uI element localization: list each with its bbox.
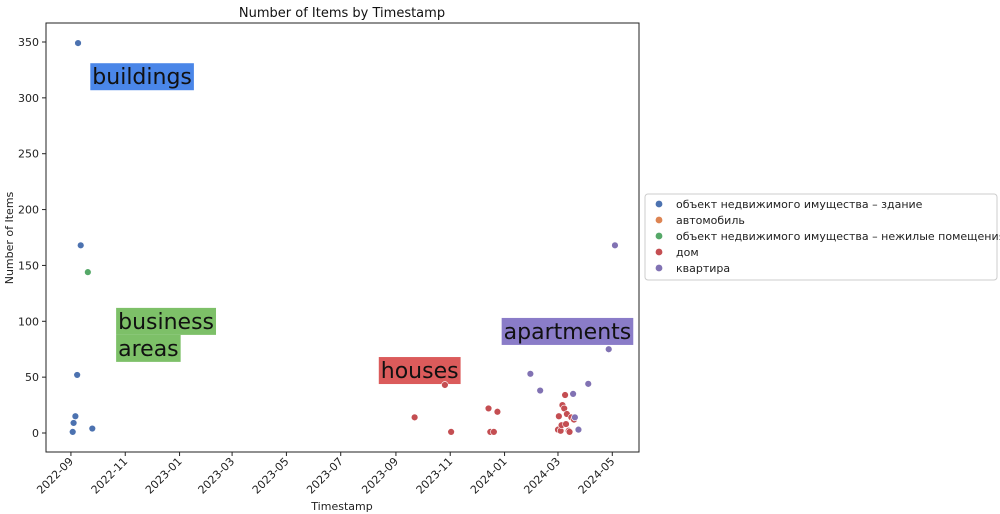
legend-label: автомобиль — [676, 214, 745, 227]
y-axis: 0 50 100 150 200 250 300 350 — [18, 36, 46, 440]
data-point — [562, 420, 570, 428]
legend-label: дом — [676, 246, 699, 259]
data-point — [441, 381, 449, 389]
data-point — [565, 428, 574, 436]
y-axis-title: Number of Items — [3, 191, 16, 284]
data-point — [493, 408, 502, 416]
annotation-box — [116, 307, 217, 335]
legend: объект недвижимого имущества – здание авт… — [644, 193, 1000, 281]
legend-marker — [655, 200, 663, 208]
x-tick-label: 2022-09 — [34, 455, 76, 497]
y-tick-label: 50 — [25, 371, 39, 384]
annotation-text: business — [118, 310, 214, 335]
y-tick-label: 300 — [18, 92, 39, 105]
annotation-box — [501, 317, 634, 345]
legend-label: квартира — [676, 262, 730, 275]
data-point — [555, 412, 563, 420]
legend-label: объект недвижимого имущества – здание — [676, 198, 923, 211]
annotation-label: apartments — [501, 317, 634, 345]
annotation-label: houses — [378, 357, 461, 385]
x-tick-label: 2023-07 — [304, 455, 346, 497]
y-tick-label: 100 — [18, 315, 39, 328]
y-tick-label: 350 — [18, 36, 39, 49]
x-tick-label: 2024-05 — [576, 455, 618, 497]
x-tick-label: 2024-01 — [468, 455, 510, 497]
annotation-text: areas — [118, 337, 179, 362]
data-point — [571, 413, 579, 422]
x-tick-label: 2023-05 — [250, 455, 292, 497]
data-point — [410, 413, 419, 422]
annotation-box — [116, 334, 181, 362]
legend-marker — [655, 232, 663, 240]
data-point — [561, 391, 569, 399]
plot-frame — [45, 22, 640, 453]
x-axis: 2022-09 2022-11 2023-01 2023-03 2023-05 2023-… — [34, 452, 617, 497]
data-point — [74, 39, 82, 47]
legend-marker — [655, 248, 663, 256]
data-point — [447, 428, 455, 436]
y-tick-label: 250 — [18, 148, 39, 161]
chart-title: Number of Items by Timestamp — [239, 6, 445, 21]
x-tick-label: 2024-03 — [521, 455, 563, 497]
data-point — [77, 241, 85, 250]
data-point — [84, 268, 92, 276]
data-point — [71, 412, 80, 420]
x-tick-label: 2022-11 — [89, 455, 131, 497]
legend-marker — [655, 216, 663, 224]
annotation-text: buildings — [92, 65, 192, 90]
y-tick-label: 0 — [32, 427, 39, 440]
legend-frame — [644, 193, 998, 281]
annotation-text: houses — [381, 359, 459, 384]
data-point — [73, 371, 81, 379]
annotation-box — [378, 357, 461, 385]
x-tick-label: 2023-09 — [359, 455, 401, 497]
annotation-box — [90, 63, 194, 91]
data-point — [88, 424, 97, 433]
data-point — [69, 428, 77, 436]
y-tick-label: 150 — [18, 259, 39, 272]
data-point — [574, 425, 583, 434]
data-points — [69, 39, 619, 436]
annotation-text: apartments — [504, 320, 632, 345]
y-tick-label: 200 — [18, 204, 39, 217]
data-point — [611, 241, 619, 250]
legend-label: объект недвижимого имущества – нежилые п… — [676, 230, 1000, 243]
data-point — [605, 345, 613, 353]
data-point — [584, 380, 592, 388]
x-axis-title: Timestamp — [310, 500, 372, 513]
x-tick-label: 2023-03 — [196, 455, 238, 497]
x-tick-label: 2023-11 — [414, 455, 456, 497]
data-point — [569, 390, 577, 398]
data-point — [69, 419, 78, 427]
x-tick-label: 2023-01 — [143, 455, 185, 497]
data-point — [526, 370, 535, 378]
annotation-label: buildings — [90, 63, 194, 91]
legend-marker — [655, 264, 663, 272]
data-point — [490, 428, 498, 436]
data-point — [484, 404, 493, 413]
data-point — [536, 386, 544, 395]
